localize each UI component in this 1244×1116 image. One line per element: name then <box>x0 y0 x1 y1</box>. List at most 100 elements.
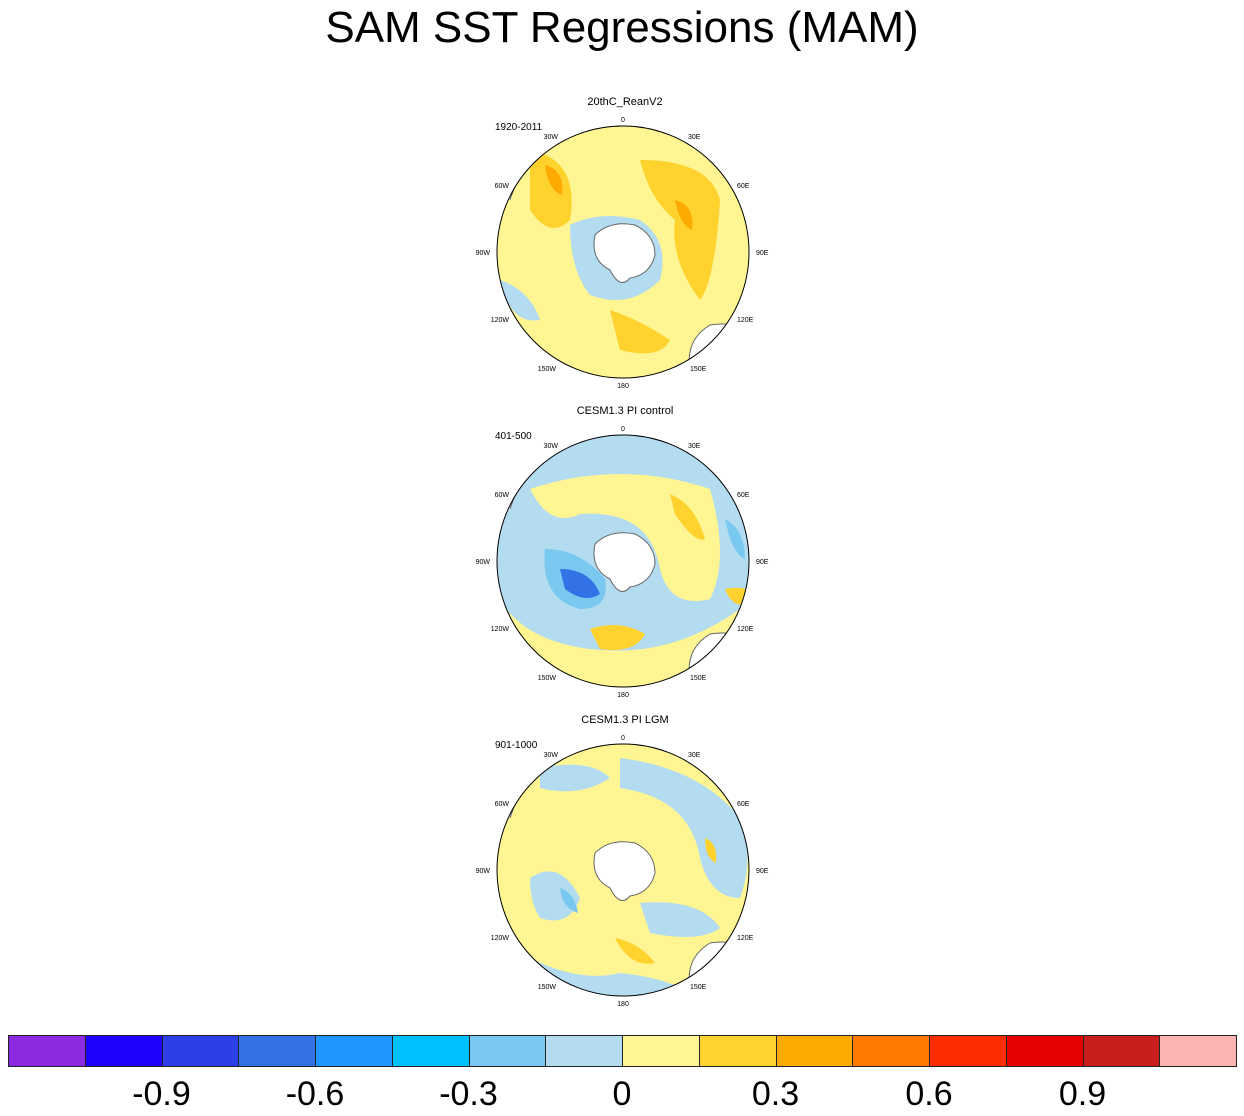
lon-label: 30W <box>544 443 559 450</box>
colorbar-box <box>84 1035 163 1067</box>
lon-label: 0 <box>621 735 625 742</box>
lon-label: 90W <box>476 868 491 875</box>
map-border <box>496 743 750 997</box>
field-positive-moderate <box>610 310 670 354</box>
lon-label: 30W <box>544 134 559 141</box>
colorbar-label: -0.3 <box>439 1075 498 1113</box>
lon-label: 60E <box>737 801 750 808</box>
colorbar-box <box>622 1035 700 1067</box>
lon-label: 150W <box>538 366 557 373</box>
longitude-labels: 0 30E 60E 90E 120E 150E 180 150W 120W 90… <box>476 426 769 699</box>
field-negative-weak <box>530 958 700 996</box>
colorbar-box <box>161 1035 240 1067</box>
lon-label: 60E <box>737 492 750 499</box>
map-panel-3: CESM1.3 PI LGM 901-1000 0 30E 60E <box>470 714 780 1014</box>
lon-label: 180 <box>617 383 629 390</box>
polar-map: 0 30E 60E 90E 120E 150E 180 150W 120W 90… <box>476 426 769 699</box>
lon-label: 0 <box>621 117 625 124</box>
lon-label: 180 <box>617 692 629 699</box>
field-positive-moderate <box>530 150 572 228</box>
field-positive-strong <box>545 165 563 195</box>
lon-label: 120E <box>737 317 754 324</box>
field-positive-weak <box>530 474 720 601</box>
colorbar-box <box>238 1035 316 1067</box>
land-antarctica <box>593 223 656 283</box>
lon-label: 90W <box>476 559 491 566</box>
lon-label: 120E <box>737 935 754 942</box>
colorbar-box <box>1005 1035 1084 1067</box>
lon-label: 90W <box>476 250 491 257</box>
panel-title: CESM1.3 PI control <box>576 405 674 417</box>
lon-label: 90E <box>756 868 769 875</box>
polar-map: 0 30E 60E 90E 120E 150E 180 150W 120W 90… <box>476 117 769 390</box>
panel-title: CESM1.3 PI LGM <box>581 714 669 726</box>
land-antarctica <box>593 841 656 901</box>
field-positive-moderate <box>705 838 717 863</box>
lon-label: 30W <box>544 752 559 759</box>
field-negative-strong <box>560 569 600 598</box>
colorbar-box <box>852 1035 930 1067</box>
lon-label: 150E <box>690 675 707 682</box>
field-positive-strong <box>675 200 693 230</box>
lon-label: 120W <box>491 935 510 942</box>
longitude-labels: 0 30E 60E 90E 120E 150E 180 150W 120W 90… <box>476 117 769 390</box>
colorbar <box>8 1035 1237 1069</box>
map-panel-2: CESM1.3 PI control 401-500 0 30E 60E <box>470 405 780 705</box>
field-negative-weak <box>500 280 540 321</box>
colorbar-box <box>315 1035 393 1067</box>
lon-label: 120W <box>491 317 510 324</box>
field-positive-moderate <box>590 625 645 650</box>
field-positive-moderate <box>640 160 720 300</box>
map-panel-1: 20thC_ReanV2 1920-2011 0 30E 60E 90E <box>470 96 780 396</box>
field-negative-weak <box>640 902 720 937</box>
lon-label: 120E <box>737 626 754 633</box>
lon-label: 150E <box>690 984 707 991</box>
land-australia <box>689 942 749 996</box>
colorbar-box <box>391 1035 470 1067</box>
panel-title: 20thC_ReanV2 <box>587 96 663 108</box>
lon-label: 0 <box>621 426 625 433</box>
field-negative-weak <box>620 758 748 898</box>
lon-label: 30E <box>688 134 701 141</box>
land-australia <box>689 324 749 378</box>
map-border <box>496 125 750 379</box>
colorbar-box <box>8 1035 86 1067</box>
longitude-labels: 0 30E 60E 90E 120E 150E 180 150W 120W 90… <box>476 735 769 1008</box>
lon-label: 60E <box>737 183 750 190</box>
lon-label: 30E <box>688 443 701 450</box>
colorbar-label: 0.6 <box>905 1075 953 1113</box>
land-australia <box>689 633 749 687</box>
colorbar-box <box>545 1035 623 1067</box>
map-border <box>496 434 750 688</box>
field-negative-weak <box>540 764 610 792</box>
land-antarctica <box>593 532 656 592</box>
lon-label: 60W <box>495 492 510 499</box>
colorbar-box <box>1082 1035 1161 1067</box>
lon-label: 150W <box>538 675 557 682</box>
field-positive-moderate <box>670 494 705 540</box>
colorbar-box <box>929 1035 1007 1067</box>
polar-map: 0 30E 60E 90E 120E 150E 180 150W 120W 90… <box>476 735 769 1008</box>
lon-label: 150W <box>538 984 557 991</box>
lon-label: 90E <box>756 250 769 257</box>
colorbar-box <box>468 1035 547 1067</box>
colorbar-label: 0.9 <box>1058 1075 1107 1113</box>
lon-label: 60W <box>495 801 510 808</box>
lon-label: 180 <box>617 1001 629 1008</box>
colorbar-label: 0.3 <box>751 1075 800 1113</box>
colorbar-label: -0.9 <box>132 1075 191 1113</box>
lon-label: 30E <box>688 752 701 759</box>
panel-period: 401-500 <box>495 431 532 442</box>
lon-label: 60W <box>495 183 510 190</box>
panel-period: 901-1000 <box>495 740 538 751</box>
field-negative-weak <box>530 871 580 921</box>
colorbar-box <box>1159 1035 1237 1067</box>
field-negative-moderate <box>725 519 745 559</box>
colorbar-box <box>775 1035 854 1067</box>
figure-title: SAM SST Regressions (MAM) <box>325 3 919 52</box>
field-positive-moderate <box>615 938 655 964</box>
colorbar-label: -0.6 <box>285 1075 345 1113</box>
field-negative-moderate <box>560 888 578 913</box>
colorbar-label: 0 <box>612 1075 632 1113</box>
lon-label: 150E <box>690 366 707 373</box>
